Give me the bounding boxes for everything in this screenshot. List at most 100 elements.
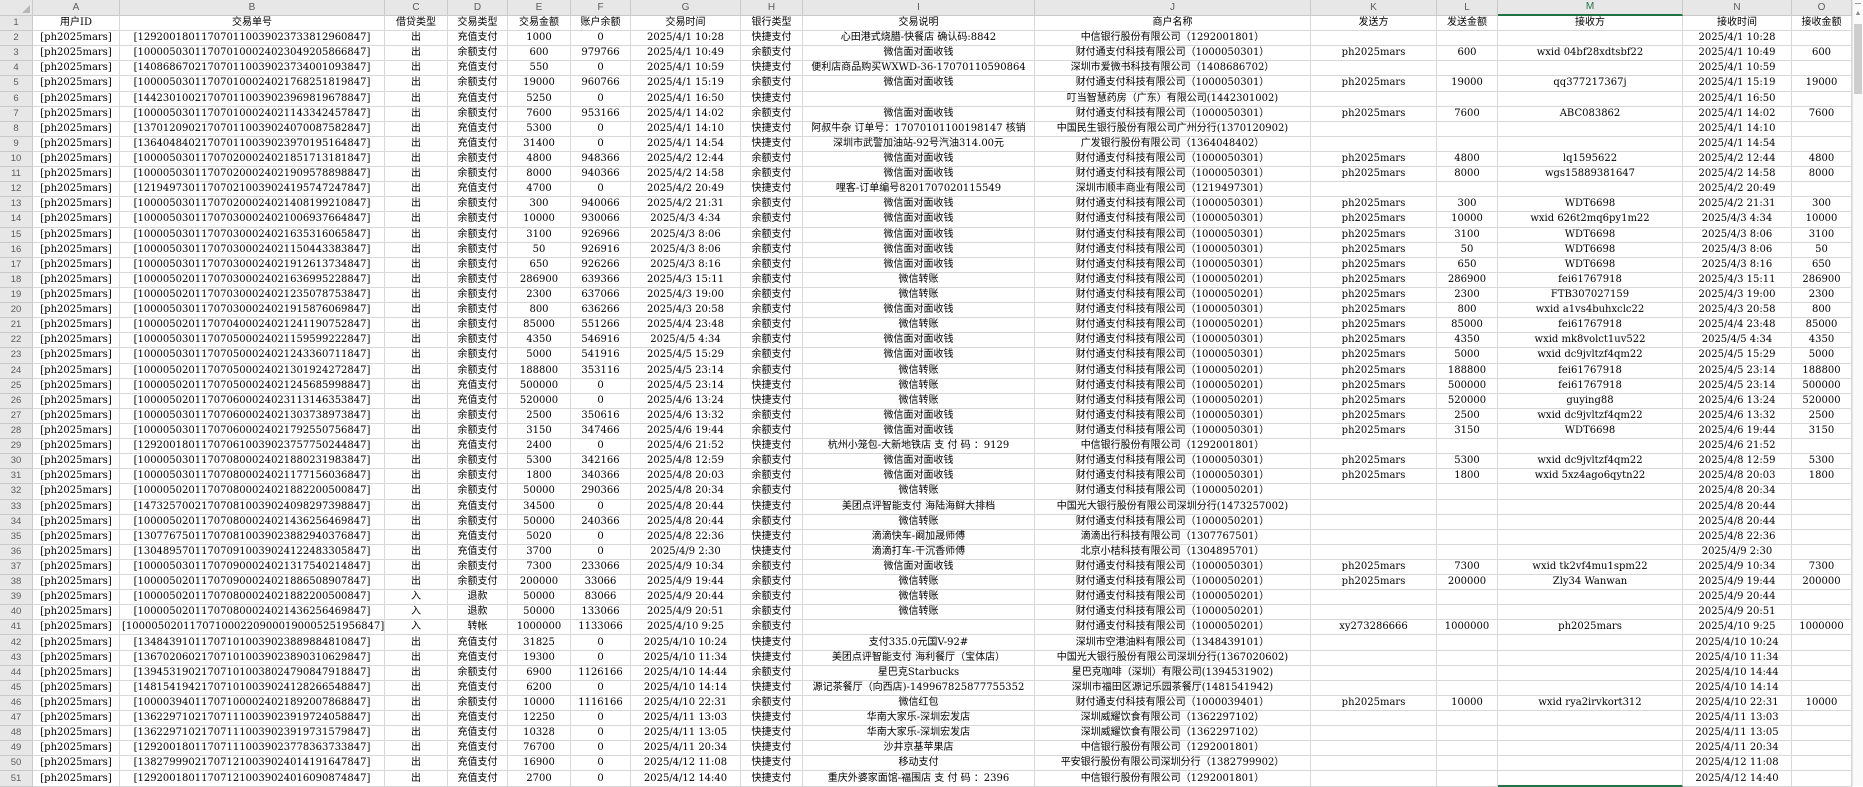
cell-K28[interactable]: ph2025mars xyxy=(1311,423,1437,440)
cell-N22[interactable]: 2025/4/5 4:34 xyxy=(1683,333,1792,349)
cell-J12[interactable]: 深圳市顺丰商业有限公司（1219497301） xyxy=(1035,182,1311,198)
cell-G39[interactable]: 2025/4/9 20:44 xyxy=(631,590,741,606)
cell-I40[interactable]: 微信转账 xyxy=(803,605,1035,621)
column-header-K[interactable]: K xyxy=(1311,0,1437,16)
cell-N20[interactable]: 2025/4/3 20:58 xyxy=(1683,303,1792,319)
cell-F2[interactable]: 0 xyxy=(571,31,631,47)
cell-A9[interactable]: [ph2025mars] xyxy=(33,136,120,152)
cell-L16[interactable]: 50 xyxy=(1437,242,1498,258)
cell-D9[interactable]: 充值支付 xyxy=(448,136,508,152)
cell-F47[interactable]: 0 xyxy=(571,711,631,727)
cell-F22[interactable]: 546916 xyxy=(571,333,631,349)
cell-H32[interactable]: 余额支付 xyxy=(741,484,803,500)
cell-D19[interactable]: 余额支付 xyxy=(448,287,508,304)
cell-G7[interactable]: 2025/4/1 14:02 xyxy=(631,106,741,122)
cell-D47[interactable]: 充值支付 xyxy=(448,711,508,727)
cell-E40[interactable]: 50000 xyxy=(508,605,571,621)
cell-C14[interactable]: 出 xyxy=(385,212,448,228)
split-handle[interactable] xyxy=(1855,3,1861,4)
row-header-2[interactable]: 2 xyxy=(0,31,33,47)
cell-N47[interactable]: 2025/4/11 13:03 xyxy=(1683,711,1792,727)
cell-M26[interactable]: guying88 xyxy=(1498,393,1683,409)
cell-D31[interactable]: 余额支付 xyxy=(448,469,508,485)
cell-J42[interactable]: 深圳市空港油料有限公司（1348439101） xyxy=(1035,635,1311,651)
row-header-36[interactable]: 36 xyxy=(0,544,33,560)
cell-E36[interactable]: 3700 xyxy=(508,544,571,560)
cell-L47[interactable] xyxy=(1437,711,1498,727)
cell-B10[interactable]: [100005030117070200024021851713181847] xyxy=(120,151,385,168)
cell-I45[interactable]: 源记茶餐厅（向西店)-149967825877755352 xyxy=(803,680,1035,696)
cell-D45[interactable]: 充值支付 xyxy=(448,680,508,696)
cell-H45[interactable]: 快捷支付 xyxy=(741,680,803,696)
cell-G50[interactable]: 2025/4/12 11:08 xyxy=(631,756,741,772)
cell-A23[interactable]: [ph2025mars] xyxy=(33,348,120,364)
cell-K8[interactable] xyxy=(1311,121,1437,137)
cell-H44[interactable]: 余额支付 xyxy=(741,665,803,681)
cell-N32[interactable]: 2025/4/8 20:34 xyxy=(1683,484,1792,500)
cell-N50[interactable]: 2025/4/12 11:08 xyxy=(1683,756,1792,772)
cell-I12[interactable]: 哩客-订单编号8201707020115549 xyxy=(803,182,1035,198)
cell-A28[interactable]: [ph2025mars] xyxy=(33,423,120,440)
cell-C6[interactable]: 出 xyxy=(385,91,448,107)
cell-B44[interactable]: [139453190217071010038024790847918847] xyxy=(120,665,385,681)
cell-O47[interactable] xyxy=(1792,711,1852,727)
cell-F42[interactable]: 0 xyxy=(571,635,631,651)
cell-M45[interactable] xyxy=(1498,680,1683,696)
row-header-18[interactable]: 18 xyxy=(0,272,33,288)
cell-B4[interactable]: [140868670217070110039023734001093847] xyxy=(120,61,385,77)
cell-G16[interactable]: 2025/4/3 8:06 xyxy=(631,242,741,258)
cell-H5[interactable]: 余额支付 xyxy=(741,76,803,92)
cell-C21[interactable]: 出 xyxy=(385,318,448,334)
cell-A47[interactable]: [ph2025mars] xyxy=(33,711,120,727)
row-header-29[interactable]: 29 xyxy=(0,439,33,455)
cell-O32[interactable] xyxy=(1792,484,1852,500)
cell-K27[interactable]: ph2025mars xyxy=(1311,408,1437,424)
cell-E25[interactable]: 500000 xyxy=(508,378,571,394)
cell-D33[interactable]: 充值支付 xyxy=(448,499,508,515)
cell-L29[interactable] xyxy=(1437,439,1498,455)
row-header-39[interactable]: 39 xyxy=(0,590,33,606)
cell-M29[interactable] xyxy=(1498,439,1683,455)
cell-K15[interactable]: ph2025mars xyxy=(1311,227,1437,243)
cell-A16[interactable]: [ph2025mars] xyxy=(33,242,120,258)
cell-B18[interactable]: [100005020117070300024021636995228847] xyxy=(120,272,385,288)
cell-F3[interactable]: 979766 xyxy=(571,46,631,62)
cell-J4[interactable]: 深圳市爱微书科技有限公司（1408686702） xyxy=(1035,61,1311,77)
cell-G28[interactable]: 2025/4/6 19:44 xyxy=(631,423,741,440)
cell-C11[interactable]: 出 xyxy=(385,167,448,183)
cell-O19[interactable]: 2300 xyxy=(1792,287,1852,304)
cell-C47[interactable]: 出 xyxy=(385,711,448,727)
cell-A25[interactable]: [ph2025mars] xyxy=(33,378,120,394)
cell-C33[interactable]: 出 xyxy=(385,499,448,515)
cell-C45[interactable]: 出 xyxy=(385,680,448,696)
cell-I10[interactable]: 微信面对面收钱 xyxy=(803,151,1035,168)
cell-I48[interactable]: 华南大家乐-深圳宏发店 xyxy=(803,726,1035,742)
cell-M49[interactable] xyxy=(1498,741,1683,757)
cell-I29[interactable]: 杭州小笼包-大新地铁店 支 付 码 ：9129 xyxy=(803,439,1035,455)
cell-E24[interactable]: 188800 xyxy=(508,363,571,379)
cell-I43[interactable]: 美团点评智能支付 海利餐厅（宝体店） xyxy=(803,650,1035,666)
cell-N6[interactable]: 2025/4/1 16:50 xyxy=(1683,91,1792,107)
cell-D18[interactable]: 余额支付 xyxy=(448,272,508,288)
cell-O15[interactable]: 3100 xyxy=(1792,227,1852,243)
cell-G33[interactable]: 2025/4/8 20:44 xyxy=(631,499,741,515)
cell-K46[interactable]: ph2025mars xyxy=(1311,695,1437,712)
cell-J15[interactable]: 财付通支付科技有限公司（1000050301） xyxy=(1035,227,1311,243)
cell-B34[interactable]: [100005020117070800024021436256469847] xyxy=(120,514,385,530)
cell-L23[interactable]: 5000 xyxy=(1437,348,1498,364)
cell-K35[interactable] xyxy=(1311,529,1437,545)
cell-N15[interactable]: 2025/4/3 8:06 xyxy=(1683,227,1792,243)
cell-M51[interactable] xyxy=(1498,771,1683,787)
cell-K10[interactable]: ph2025mars xyxy=(1311,151,1437,168)
cell-C46[interactable]: 出 xyxy=(385,695,448,712)
cell-L32[interactable] xyxy=(1437,484,1498,500)
cell-G24[interactable]: 2025/4/5 23:14 xyxy=(631,363,741,379)
cell-B41[interactable]: [100005020117071000220900019000525195684… xyxy=(120,620,385,636)
cell-A36[interactable]: [ph2025mars] xyxy=(33,544,120,560)
cell-C42[interactable]: 出 xyxy=(385,635,448,651)
row-header-47[interactable]: 47 xyxy=(0,711,33,727)
row-header-10[interactable]: 10 xyxy=(0,151,33,168)
cell-E38[interactable]: 200000 xyxy=(508,575,571,591)
cell-M15[interactable]: WDT6698 xyxy=(1498,227,1683,243)
cell-K36[interactable] xyxy=(1311,544,1437,560)
